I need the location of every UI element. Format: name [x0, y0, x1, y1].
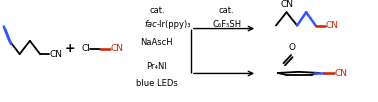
Text: CN: CN	[110, 44, 123, 53]
Text: Cl: Cl	[81, 44, 90, 53]
Text: -Ir(ppy)₃: -Ir(ppy)₃	[157, 20, 191, 29]
Text: cat.: cat.	[149, 6, 165, 15]
Text: C₆F₅SH: C₆F₅SH	[212, 20, 242, 29]
Text: Pr₄NI: Pr₄NI	[146, 62, 167, 71]
Text: CN: CN	[280, 0, 293, 9]
Text: fac: fac	[144, 20, 157, 29]
Text: NaAscH: NaAscH	[141, 38, 173, 47]
Text: CN: CN	[326, 21, 339, 30]
Text: +: +	[65, 42, 75, 55]
Text: blue LEDs: blue LEDs	[136, 79, 178, 88]
Text: cat.: cat.	[219, 6, 235, 15]
Text: CN: CN	[335, 69, 347, 78]
Text: O: O	[288, 43, 295, 52]
Text: CN: CN	[50, 50, 63, 59]
